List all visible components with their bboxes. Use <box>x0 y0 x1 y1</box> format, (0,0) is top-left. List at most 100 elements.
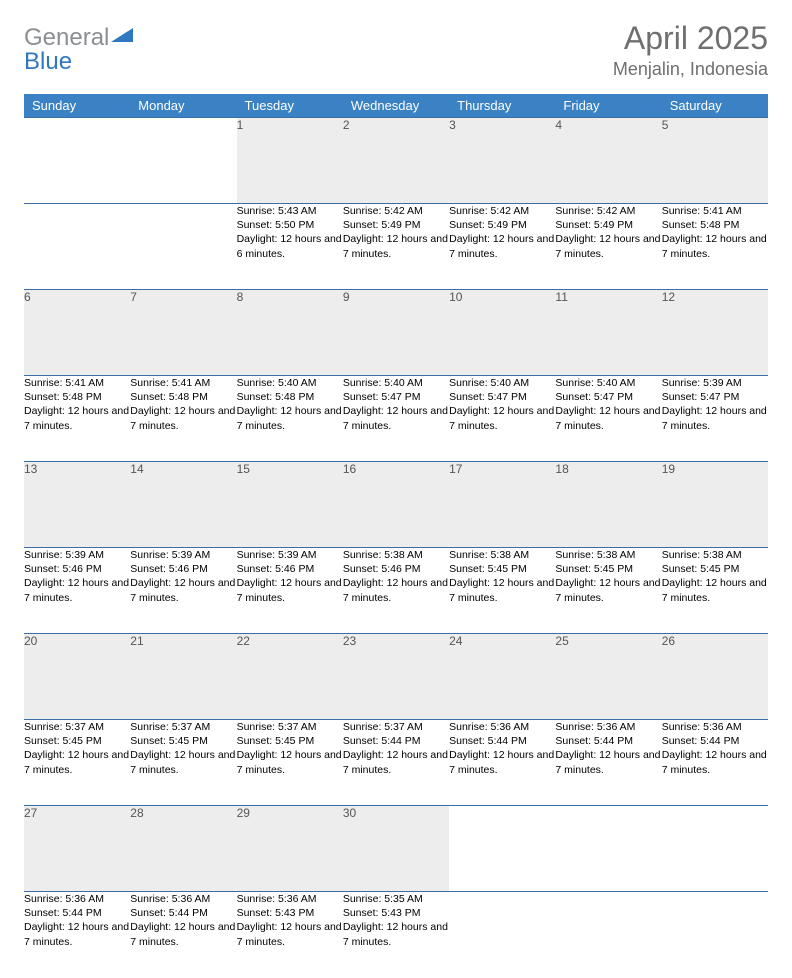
day-number-cell: 24 <box>449 634 555 720</box>
sunrise-text: Sunrise: 5:39 AM <box>130 548 236 562</box>
day-number-cell: 3 <box>449 118 555 204</box>
day-content-cell: Sunrise: 5:37 AMSunset: 5:45 PMDaylight:… <box>130 720 236 806</box>
logo-text-1: General <box>24 24 109 51</box>
day-number-cell <box>449 806 555 892</box>
day-number-cell: 29 <box>237 806 343 892</box>
day-content-cell: Sunrise: 5:36 AMSunset: 5:44 PMDaylight:… <box>555 720 661 806</box>
day-number-cell: 16 <box>343 462 449 548</box>
sunrise-text: Sunrise: 5:35 AM <box>343 892 449 906</box>
page-header: General Blue April 2025 Menjalin, Indone… <box>24 20 768 80</box>
day-content-cell: Sunrise: 5:36 AMSunset: 5:44 PMDaylight:… <box>449 720 555 806</box>
day-content-cell: Sunrise: 5:40 AMSunset: 5:48 PMDaylight:… <box>237 376 343 462</box>
sunrise-text: Sunrise: 5:41 AM <box>24 376 130 390</box>
sunset-text: Sunset: 5:44 PM <box>555 734 661 748</box>
daylight-text: Daylight: 12 hours and 7 minutes. <box>343 404 449 432</box>
day-number-row: 13141516171819 <box>24 462 768 548</box>
sunset-text: Sunset: 5:47 PM <box>662 390 768 404</box>
sunrise-text: Sunrise: 5:42 AM <box>555 204 661 218</box>
daylight-text: Daylight: 12 hours and 7 minutes. <box>343 748 449 776</box>
daylight-text: Daylight: 12 hours and 7 minutes. <box>343 920 449 948</box>
day-number-cell: 20 <box>24 634 130 720</box>
sunset-text: Sunset: 5:46 PM <box>237 562 343 576</box>
day-content-cell: Sunrise: 5:40 AMSunset: 5:47 PMDaylight:… <box>555 376 661 462</box>
sunrise-text: Sunrise: 5:38 AM <box>555 548 661 562</box>
daylight-text: Daylight: 12 hours and 7 minutes. <box>449 232 555 260</box>
daylight-text: Daylight: 12 hours and 7 minutes. <box>555 232 661 260</box>
sunset-text: Sunset: 5:48 PM <box>130 390 236 404</box>
day-number-cell <box>24 118 130 204</box>
sunset-text: Sunset: 5:44 PM <box>130 906 236 920</box>
daylight-text: Daylight: 12 hours and 7 minutes. <box>130 576 236 604</box>
day-number-cell: 15 <box>237 462 343 548</box>
day-number-cell: 7 <box>130 290 236 376</box>
sunrise-text: Sunrise: 5:36 AM <box>237 892 343 906</box>
day-header: Saturday <box>662 94 768 118</box>
daylight-text: Daylight: 12 hours and 7 minutes. <box>343 232 449 260</box>
day-content-cell: Sunrise: 5:37 AMSunset: 5:44 PMDaylight:… <box>343 720 449 806</box>
calendar-table: SundayMondayTuesdayWednesdayThursdayFrid… <box>24 94 768 978</box>
daylight-text: Daylight: 12 hours and 7 minutes. <box>449 748 555 776</box>
sunset-text: Sunset: 5:44 PM <box>449 734 555 748</box>
day-content-row: Sunrise: 5:39 AMSunset: 5:46 PMDaylight:… <box>24 548 768 634</box>
day-number-cell: 14 <box>130 462 236 548</box>
sunset-text: Sunset: 5:44 PM <box>24 906 130 920</box>
daylight-text: Daylight: 12 hours and 7 minutes. <box>555 748 661 776</box>
sunrise-text: Sunrise: 5:40 AM <box>237 376 343 390</box>
daylight-text: Daylight: 12 hours and 7 minutes. <box>24 404 130 432</box>
day-content-cell: Sunrise: 5:43 AMSunset: 5:50 PMDaylight:… <box>237 204 343 290</box>
day-number-cell: 30 <box>343 806 449 892</box>
day-number-cell: 11 <box>555 290 661 376</box>
day-number-cell: 2 <box>343 118 449 204</box>
day-header: Sunday <box>24 94 130 118</box>
day-number-cell <box>662 806 768 892</box>
day-content-cell: Sunrise: 5:35 AMSunset: 5:43 PMDaylight:… <box>343 892 449 978</box>
sunrise-text: Sunrise: 5:37 AM <box>237 720 343 734</box>
daylight-text: Daylight: 12 hours and 7 minutes. <box>555 404 661 432</box>
day-number-cell: 25 <box>555 634 661 720</box>
day-number-cell <box>555 806 661 892</box>
sunset-text: Sunset: 5:46 PM <box>130 562 236 576</box>
day-content-row: Sunrise: 5:43 AMSunset: 5:50 PMDaylight:… <box>24 204 768 290</box>
sunrise-text: Sunrise: 5:42 AM <box>449 204 555 218</box>
sunrise-text: Sunrise: 5:39 AM <box>24 548 130 562</box>
day-number-cell: 6 <box>24 290 130 376</box>
sunset-text: Sunset: 5:43 PM <box>237 906 343 920</box>
day-number-cell: 26 <box>662 634 768 720</box>
sunset-text: Sunset: 5:47 PM <box>555 390 661 404</box>
day-number-cell: 12 <box>662 290 768 376</box>
sunrise-text: Sunrise: 5:39 AM <box>237 548 343 562</box>
daylight-text: Daylight: 12 hours and 7 minutes. <box>662 232 768 260</box>
sunset-text: Sunset: 5:45 PM <box>662 562 768 576</box>
day-header: Monday <box>130 94 236 118</box>
sunset-text: Sunset: 5:47 PM <box>343 390 449 404</box>
day-content-cell: Sunrise: 5:37 AMSunset: 5:45 PMDaylight:… <box>237 720 343 806</box>
sunset-text: Sunset: 5:47 PM <box>449 390 555 404</box>
day-number-row: 20212223242526 <box>24 634 768 720</box>
day-number-cell: 18 <box>555 462 661 548</box>
day-number-cell: 19 <box>662 462 768 548</box>
day-content-cell: Sunrise: 5:42 AMSunset: 5:49 PMDaylight:… <box>343 204 449 290</box>
day-number-cell: 27 <box>24 806 130 892</box>
sunset-text: Sunset: 5:45 PM <box>24 734 130 748</box>
daylight-text: Daylight: 12 hours and 7 minutes. <box>237 576 343 604</box>
day-content-row: Sunrise: 5:37 AMSunset: 5:45 PMDaylight:… <box>24 720 768 806</box>
title-month: April 2025 <box>613 20 768 57</box>
sunrise-text: Sunrise: 5:38 AM <box>662 548 768 562</box>
daylight-text: Daylight: 12 hours and 7 minutes. <box>237 748 343 776</box>
sunrise-text: Sunrise: 5:40 AM <box>449 376 555 390</box>
day-header: Friday <box>555 94 661 118</box>
sunrise-text: Sunrise: 5:37 AM <box>24 720 130 734</box>
day-content-cell: Sunrise: 5:39 AMSunset: 5:46 PMDaylight:… <box>237 548 343 634</box>
daylight-text: Daylight: 12 hours and 7 minutes. <box>449 404 555 432</box>
sunrise-text: Sunrise: 5:38 AM <box>343 548 449 562</box>
day-content-row: Sunrise: 5:41 AMSunset: 5:48 PMDaylight:… <box>24 376 768 462</box>
day-content-cell: Sunrise: 5:38 AMSunset: 5:45 PMDaylight:… <box>555 548 661 634</box>
day-content-cell <box>449 892 555 978</box>
sunrise-text: Sunrise: 5:43 AM <box>237 204 343 218</box>
sunrise-text: Sunrise: 5:41 AM <box>130 376 236 390</box>
day-content-cell: Sunrise: 5:36 AMSunset: 5:44 PMDaylight:… <box>130 892 236 978</box>
daylight-text: Daylight: 12 hours and 7 minutes. <box>24 576 130 604</box>
title-location: Menjalin, Indonesia <box>613 59 768 80</box>
day-content-cell: Sunrise: 5:36 AMSunset: 5:44 PMDaylight:… <box>24 892 130 978</box>
sunrise-text: Sunrise: 5:41 AM <box>662 204 768 218</box>
